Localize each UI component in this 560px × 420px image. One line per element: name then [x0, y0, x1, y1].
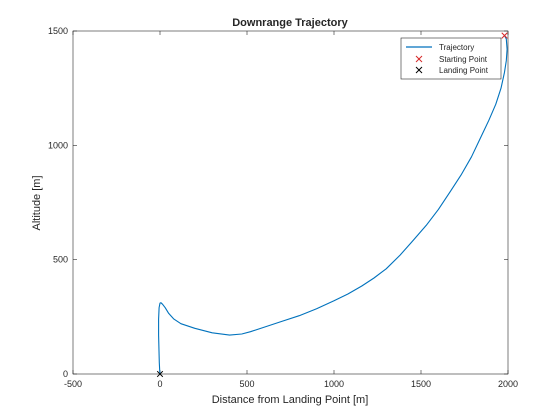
series-layer: [156, 32, 508, 378]
x-axis-ticks: -500 0 500 1000 1500 2000: [64, 31, 518, 389]
y-tick-label: 0: [63, 369, 68, 379]
legend-start-marker: [415, 55, 423, 63]
x-tick-label: 0: [157, 379, 162, 389]
y-axis-label: Altitude [m]: [31, 175, 43, 230]
x-tick-label: 1500: [411, 379, 431, 389]
x-tick-label: 2000: [498, 379, 518, 389]
legend-landing-marker: [415, 66, 423, 74]
legend-trajectory-label: Trajectory: [439, 43, 474, 52]
y-tick-label: 500: [53, 255, 68, 265]
x-axis-label: Distance from Landing Point [m]: [212, 394, 369, 406]
y-tick-label: 1000: [48, 140, 68, 150]
legend: Trajectory Starting Point Landing Point: [400, 37, 502, 80]
chart-title: Downrange Trajectory: [232, 17, 348, 29]
trajectory-line: [158, 35, 508, 375]
y-tick-label: 1500: [48, 26, 68, 36]
x-tick-label: 500: [239, 379, 254, 389]
landing-point-marker: [156, 370, 164, 378]
starting-point-marker: [501, 32, 508, 39]
x-tick-label: -500: [64, 379, 82, 389]
x-tick-label: 1000: [324, 379, 344, 389]
y-axis-ticks: 0 500 1000 1500: [48, 26, 508, 379]
legend-landing-label: Landing Point: [439, 66, 489, 75]
legend-start-label: Starting Point: [439, 55, 488, 64]
legend-box: [400, 37, 502, 80]
plot-area: [72, 30, 509, 375]
